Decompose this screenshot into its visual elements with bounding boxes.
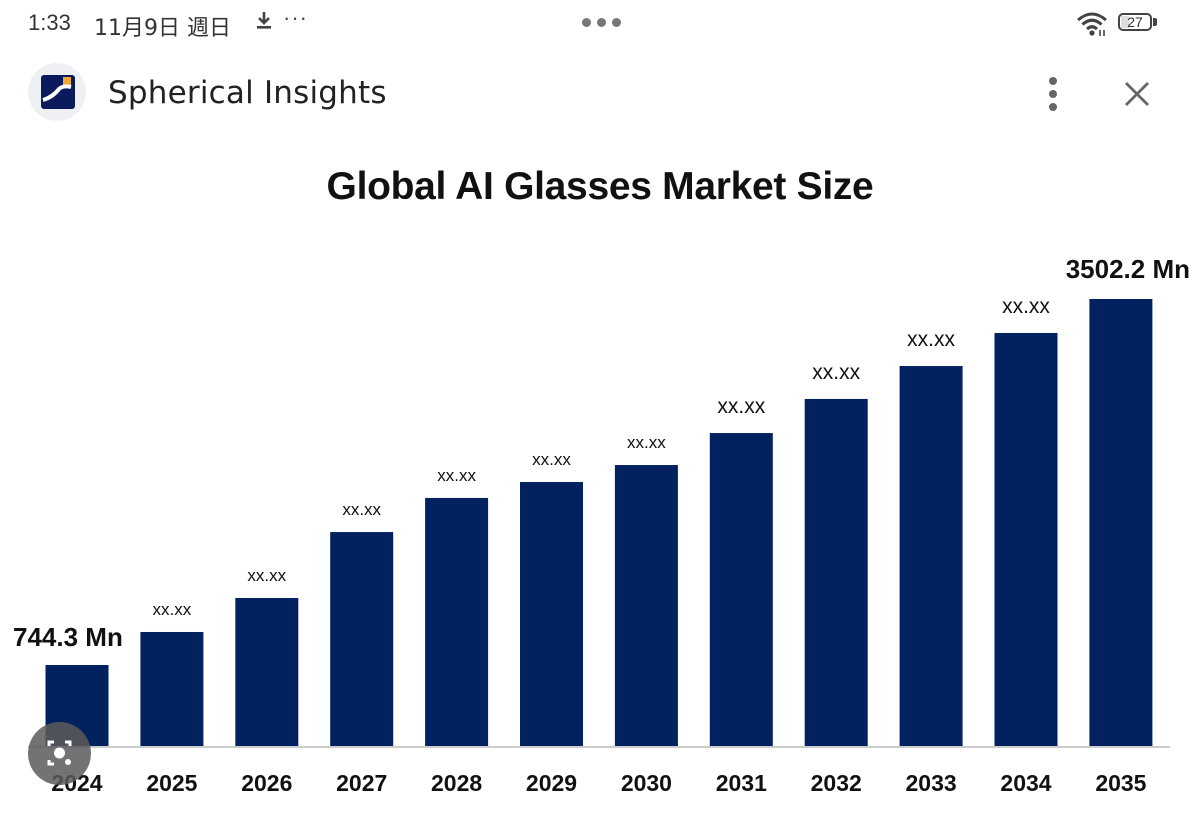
bar-2033 [899,366,963,746]
x-tick-2032: 2032 [811,770,862,796]
x-tick-2025: 2025 [146,770,197,796]
bar-2025 [140,631,204,746]
wifi-icon [1077,12,1107,36]
chart-title: Global AI Glasses Market Size [326,165,874,208]
bar-2030 [614,465,678,746]
bar-2035 [1089,298,1153,746]
data-label-2030: xx.xx [627,433,666,452]
close-icon[interactable] [1120,77,1154,111]
bar-2026 [235,598,299,746]
status-more-icon: ··· [283,5,308,30]
data-label-2029: xx.xx [532,450,571,469]
bar-2032 [804,398,868,746]
x-tick-2027: 2027 [336,770,387,796]
data-label-2028: xx.xx [437,466,476,485]
x-tick-2035: 2035 [1095,770,1146,796]
x-tick-2029: 2029 [526,770,577,796]
data-label-2026: xx.xx [247,566,286,585]
data-label-2035: 3502.2 Mn [1066,254,1190,284]
bar-chart: 744.3 Mn2024xx.xx2025xx.xx2026xx.xx2027x… [13,254,1190,796]
multitask-handle-icon[interactable] [582,18,621,27]
data-label-2025: xx.xx [153,600,192,619]
data-label-2031: xx.xx [717,395,765,418]
data-label-2024: 744.3 Mn [13,622,123,652]
data-label-2033: xx.xx [907,328,955,351]
spherical-insights-logo-icon [41,75,75,109]
x-tick-2028: 2028 [431,770,482,796]
data-label-2032: xx.xx [812,361,860,384]
bar-2028 [425,497,489,746]
app-title: Spherical Insights [108,75,387,111]
app-bar: Spherical Insights [0,55,1200,135]
x-tick-2034: 2034 [1000,770,1051,796]
lens-camera-icon [47,740,72,766]
status-date: 11月9日 週日 [94,16,231,41]
battery-tip [1153,18,1157,26]
bar-2034 [994,332,1058,746]
status-bar: 1:33 11月9日 週日 ··· 27 [0,0,1200,46]
x-tick-2033: 2033 [906,770,957,796]
x-tick-2030: 2030 [621,770,672,796]
x-tick-2026: 2026 [241,770,292,796]
bar-2027 [330,532,394,746]
status-time: 1:33 [28,10,71,35]
data-label-2034: xx.xx [1002,295,1050,318]
kebab-menu-icon[interactable] [1045,77,1061,111]
battery-icon: 27 [1118,13,1152,31]
lens-search-button[interactable] [28,722,91,785]
bar-2029 [520,482,583,746]
x-tick-2031: 2031 [716,770,767,796]
data-label-2027: xx.xx [342,500,381,519]
bar-2031 [709,433,773,746]
download-icon [254,9,274,37]
